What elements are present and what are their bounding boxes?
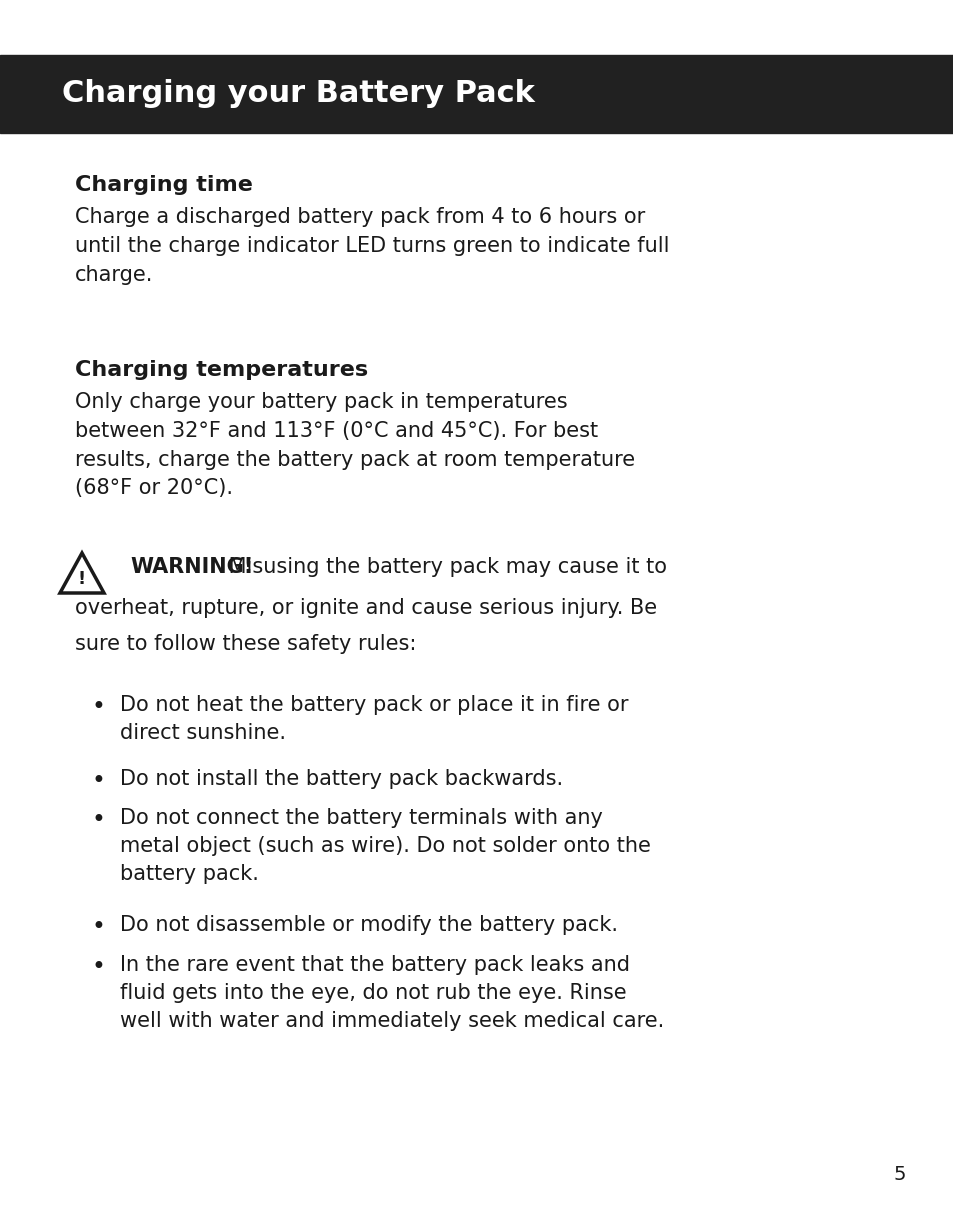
Text: Charging time: Charging time bbox=[75, 175, 253, 195]
Text: Only charge your battery pack in temperatures
between 32°F and 113°F (0°C and 45: Only charge your battery pack in tempera… bbox=[75, 392, 635, 498]
Text: Misusing the battery pack may cause it to: Misusing the battery pack may cause it t… bbox=[222, 557, 666, 577]
Bar bbox=[0, 54, 953, 133]
Text: Do not heat the battery pack or place it in fire or
direct sunshine.: Do not heat the battery pack or place it… bbox=[120, 695, 628, 744]
Text: •: • bbox=[91, 955, 105, 979]
Text: WARNING!: WARNING! bbox=[130, 557, 253, 577]
Text: Charge a discharged battery pack from 4 to 6 hours or
until the charge indicator: Charge a discharged battery pack from 4 … bbox=[75, 207, 669, 284]
Text: •: • bbox=[91, 769, 105, 793]
Text: Do not install the battery pack backwards.: Do not install the battery pack backward… bbox=[120, 769, 562, 789]
Text: Do not disassemble or modify the battery pack.: Do not disassemble or modify the battery… bbox=[120, 915, 618, 935]
Text: Charging temperatures: Charging temperatures bbox=[75, 360, 368, 380]
Text: •: • bbox=[91, 808, 105, 832]
Text: Do not connect the battery terminals with any
metal object (such as wire). Do no: Do not connect the battery terminals wit… bbox=[120, 808, 650, 884]
Text: •: • bbox=[91, 695, 105, 719]
Text: overheat, rupture, or ignite and cause serious injury. Be: overheat, rupture, or ignite and cause s… bbox=[75, 598, 657, 618]
Text: •: • bbox=[91, 915, 105, 939]
Text: !: ! bbox=[78, 569, 86, 588]
Text: sure to follow these safety rules:: sure to follow these safety rules: bbox=[75, 634, 416, 654]
Text: Charging your Battery Pack: Charging your Battery Pack bbox=[62, 80, 535, 109]
Text: In the rare event that the battery pack leaks and
fluid gets into the eye, do no: In the rare event that the battery pack … bbox=[120, 955, 663, 1031]
Text: 5: 5 bbox=[893, 1165, 905, 1184]
